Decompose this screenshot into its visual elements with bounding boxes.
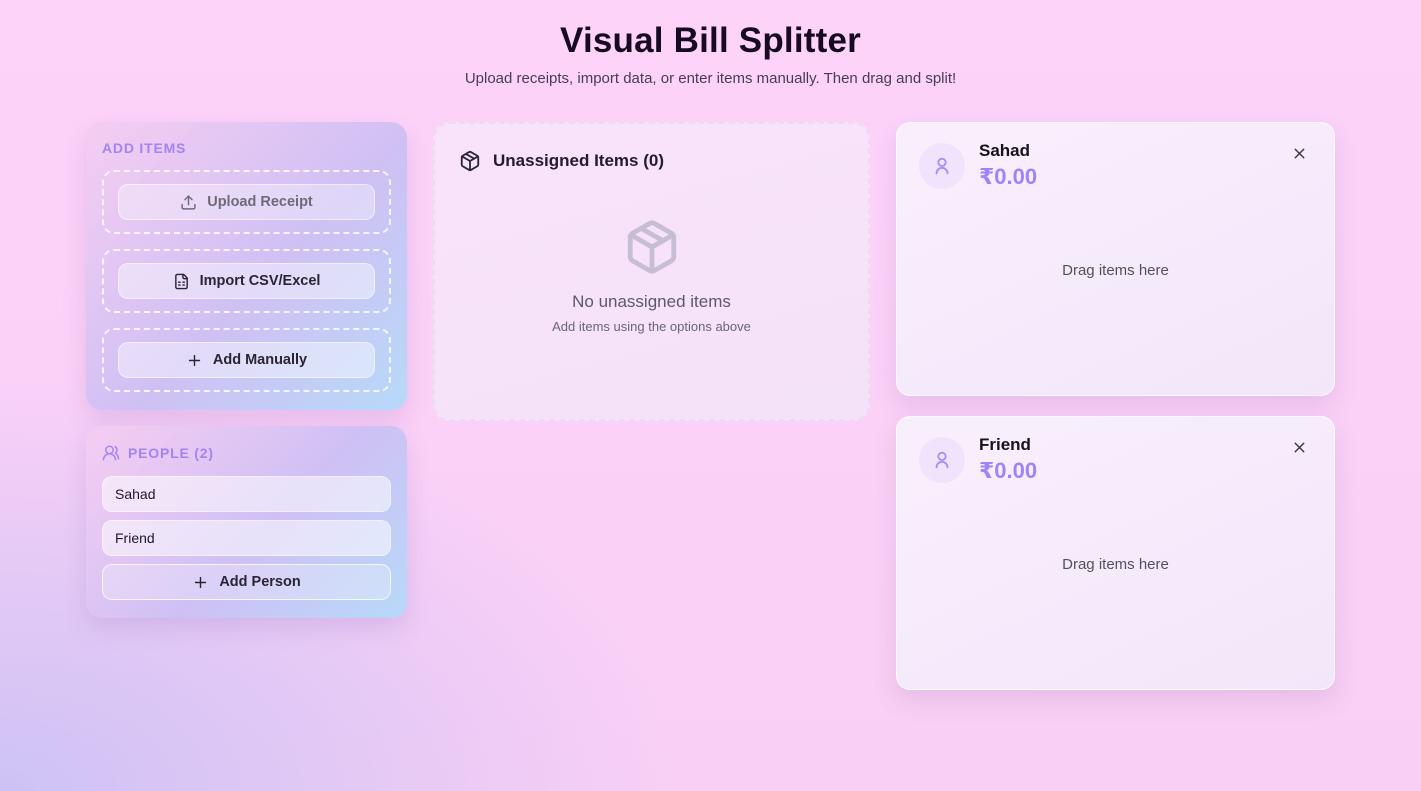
right-column: Sahad ₹0.00 Drag items here (896, 122, 1335, 690)
page-title: Visual Bill Splitter (560, 21, 861, 60)
person-card-header: Sahad ₹0.00 (919, 141, 1312, 190)
user-icon (935, 157, 949, 174)
person-card-info: Sahad ₹0.00 (979, 141, 1037, 190)
person-name-input[interactable] (102, 476, 391, 512)
empty-state-title: No unassigned items (572, 292, 731, 311)
close-icon (1294, 442, 1305, 453)
page: Visual Bill Splitter Upload receipts, im… (0, 0, 1421, 690)
users-icon (102, 445, 120, 461)
unassigned-items-panel: Unassigned Items (0) No unassigned items… (433, 122, 870, 421)
add-items-panel: ADD ITEMS Upload Receipt Import CSV/Exce… (86, 122, 407, 410)
people-heading: PEOPLE (2) (102, 444, 391, 462)
people-heading-label: PEOPLE (2) (128, 445, 214, 461)
empty-state-subtitle: Add items using the options above (552, 319, 751, 334)
unassigned-items-header: Unassigned Items (0) (459, 150, 844, 172)
person-card-amount: ₹0.00 (979, 458, 1038, 483)
upload-receipt-dropzone: Upload Receipt (102, 170, 391, 234)
package-icon (460, 150, 480, 172)
import-csv-label: Import CSV/Excel (199, 273, 321, 289)
avatar (919, 142, 965, 189)
upload-receipt-label: Upload Receipt (207, 194, 313, 210)
person-card: Friend ₹0.00 Drag items here (896, 416, 1335, 690)
page-subtitle: Upload receipts, import data, or enter i… (464, 70, 957, 87)
add-items-heading-label: ADD ITEMS (102, 140, 187, 156)
person-card-amount: ₹0.00 (979, 164, 1038, 189)
close-icon (1294, 148, 1305, 159)
add-person-button[interactable]: Add Person (102, 564, 391, 600)
remove-person-button[interactable] (1287, 141, 1312, 169)
remove-person-button[interactable] (1287, 435, 1312, 463)
unassigned-empty-state: No unassigned items Add items using the … (459, 218, 844, 334)
plus-icon (195, 576, 207, 588)
upload-icon (181, 194, 196, 210)
person-drop-zone[interactable]: Drag items here (919, 190, 1312, 377)
person-name-input[interactable] (102, 520, 391, 556)
drop-zone-hint: Drag items here (1062, 262, 1169, 279)
plus-icon (188, 354, 201, 366)
add-manually-label: Add Manually (212, 352, 308, 368)
main-grid: ADD ITEMS Upload Receipt Import CSV/Exce… (86, 122, 1335, 690)
people-panel: PEOPLE (2) Add Person (86, 426, 407, 618)
add-manually-zone: Add Manually (102, 328, 391, 392)
file-spreadsheet-icon (174, 273, 188, 289)
person-card-name: Sahad (979, 141, 1031, 160)
left-column: ADD ITEMS Upload Receipt Import CSV/Exce… (86, 122, 407, 618)
drop-zone-hint: Drag items here (1062, 556, 1169, 573)
person-drop-zone[interactable]: Drag items here (919, 484, 1312, 671)
person-card-info: Friend ₹0.00 (979, 435, 1037, 484)
user-icon (935, 451, 949, 468)
add-manually-button[interactable]: Add Manually (118, 342, 375, 378)
unassigned-items-title: Unassigned Items (0) (493, 151, 664, 170)
person-card-header: Friend ₹0.00 (919, 435, 1312, 484)
app-header: Visual Bill Splitter Upload receipts, im… (0, 0, 1421, 87)
person-card: Sahad ₹0.00 Drag items here (896, 122, 1335, 396)
import-csv-button[interactable]: Import CSV/Excel (118, 263, 375, 299)
upload-receipt-button[interactable]: Upload Receipt (118, 184, 375, 220)
avatar (919, 436, 965, 483)
import-csv-dropzone: Import CSV/Excel (102, 249, 391, 313)
package-icon (627, 220, 676, 274)
add-items-heading: ADD ITEMS (102, 140, 391, 156)
person-card-name: Friend (979, 435, 1031, 454)
add-person-label: Add Person (219, 574, 301, 590)
